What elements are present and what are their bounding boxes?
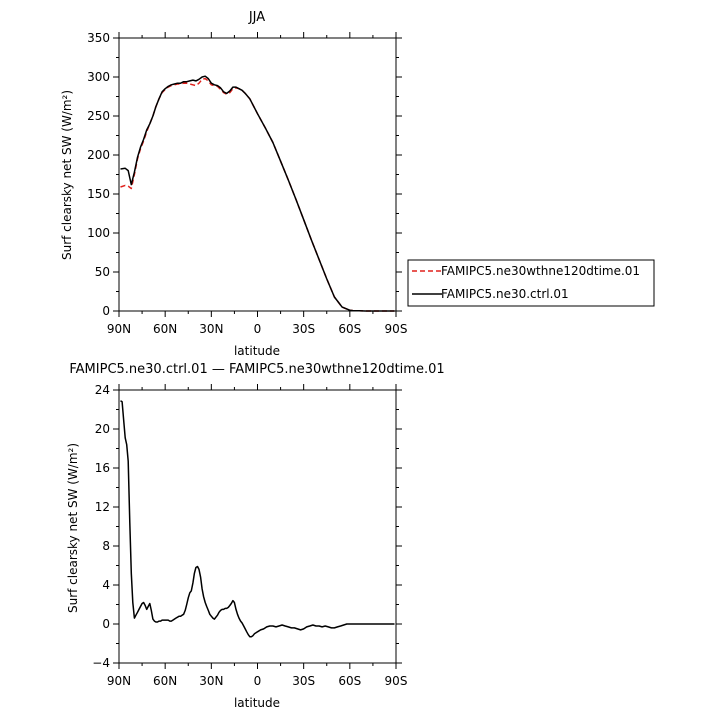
bottom-y-axis-label: Surf clearsky net SW (W/m²) — [66, 443, 80, 613]
top-y-tick-label: 150 — [87, 187, 110, 201]
bottom-x-tick-label: 90N — [107, 674, 131, 688]
top-x-tick-label: 60N — [153, 322, 177, 336]
bottom-y-tick-label: 16 — [95, 461, 110, 475]
bottom-x-tick-label: 0 — [254, 674, 262, 688]
top-panel: JJA 90N 60N 30N 0 30S 60S 90S 0 50 100 150 200 250 30… — [60, 10, 407, 358]
top-y-tick-label: 250 — [87, 109, 110, 123]
top-x-tick-label: 60S — [338, 322, 361, 336]
bottom-x-tick-label: 30N — [199, 674, 223, 688]
bottom-y-tick-label: 12 — [95, 500, 110, 514]
bottom-y-tick-label: 0 — [102, 617, 110, 631]
bottom-y-tick-label: 24 — [95, 383, 110, 397]
top-y-tick-label: 300 — [87, 70, 110, 84]
bottom-chart-title: FAMIPC5.ne30.ctrl.01 — FAMIPC5.ne30wthne… — [69, 362, 444, 377]
top-x-tick-label: 0 — [254, 322, 262, 336]
top-plot-area: 90N 60N 30N 0 30S 60S 90S 0 50 100 150 200 250 300 350 — [87, 31, 407, 336]
top-x-tick-label: 90S — [385, 322, 408, 336]
top-y-axis-label: Surf clearsky net SW (W/m²) — [60, 90, 74, 260]
top-x-tick-label: 30S — [292, 322, 315, 336]
legend-label-series-1: FAMIPC5.ne30wthne120dtime.01 — [441, 264, 640, 278]
legend: FAMIPC5.ne30wthne120dtime.01 FAMIPC5.ne3… — [407, 259, 655, 307]
top-x-tick-label: 30N — [199, 322, 223, 336]
bottom-plot-frame — [118, 389, 397, 664]
top-y-tick-label: 0 — [102, 304, 110, 318]
top-y-tick-label: 100 — [87, 226, 110, 240]
bottom-y-tick-label: 4 — [102, 578, 110, 592]
bottom-x-tick-label: 60N — [153, 674, 177, 688]
top-x-axis-label: latitude — [234, 344, 280, 358]
top-chart-title: JJA — [248, 10, 265, 25]
bottom-y-tick-label: 8 — [102, 539, 110, 553]
bottom-series-line-1 — [120, 400, 395, 638]
top-plot-frame — [118, 37, 397, 312]
bottom-x-tick-label: 90S — [385, 674, 408, 688]
top-y-tick-label: 50 — [95, 265, 110, 279]
bottom-x-axis-label: latitude — [234, 696, 280, 710]
top-y-tick-label: 200 — [87, 148, 110, 162]
bottom-y-tick-label: −4 — [92, 656, 110, 670]
top-y-tick-label: 350 — [87, 31, 110, 45]
bottom-x-tick-label: 30S — [292, 674, 315, 688]
legend-label-series-2: FAMIPC5.ne30.ctrl.01 — [441, 287, 569, 301]
top-series-line-2 — [120, 75, 395, 312]
bottom-plot-area: 90N 60N 30N 0 30S 60S 90S −4 0 4 8 12 16 20 24 — [92, 383, 407, 688]
legend-box — [407, 259, 655, 307]
bottom-x-tick-label: 60S — [338, 674, 361, 688]
top-x-tick-label: 90N — [107, 322, 131, 336]
bottom-panel: FAMIPC5.ne30.ctrl.01 — FAMIPC5.ne30wthne… — [66, 362, 445, 710]
bottom-y-tick-label: 20 — [95, 422, 110, 436]
